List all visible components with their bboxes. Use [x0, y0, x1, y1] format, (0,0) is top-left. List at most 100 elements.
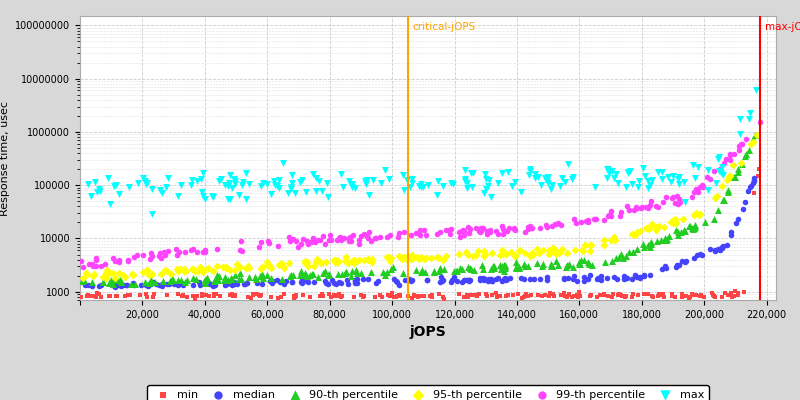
- 95-th percentile: [196, 267, 209, 273]
- 99-th percentile: [146, 252, 158, 259]
- X-axis label: jOPS: jOPS: [410, 325, 446, 339]
- 90-th percentile: [467, 267, 480, 273]
- median: [121, 282, 134, 288]
- 95-th percentile: [626, 231, 638, 237]
- 90-th percentile: [519, 263, 532, 270]
- max: [162, 175, 174, 181]
- 99-th percentile: [634, 205, 647, 212]
- 95-th percentile: [142, 271, 155, 278]
- max: [277, 160, 290, 166]
- min: [176, 293, 189, 299]
- min: [470, 292, 483, 299]
- median: [445, 279, 458, 285]
- min: [558, 292, 571, 299]
- 95-th percentile: [561, 250, 574, 256]
- 95-th percentile: [646, 221, 658, 227]
- 90-th percentile: [365, 269, 378, 275]
- max: [102, 175, 115, 181]
- max: [542, 174, 554, 181]
- max: [346, 184, 358, 190]
- max: [734, 115, 746, 122]
- min: [490, 294, 503, 300]
- 99-th percentile: [739, 136, 752, 142]
- median: [228, 279, 241, 285]
- 99-th percentile: [365, 238, 378, 244]
- 95-th percentile: [532, 250, 545, 256]
- median: [86, 283, 98, 289]
- min: [242, 294, 254, 300]
- max: [458, 167, 471, 173]
- 90-th percentile: [707, 216, 720, 222]
- 95-th percentile: [385, 255, 398, 262]
- 95-th percentile: [137, 269, 150, 275]
- 95-th percentile: [402, 254, 415, 260]
- median: [618, 273, 630, 280]
- min: [655, 292, 668, 298]
- 95-th percentile: [146, 271, 158, 278]
- 95-th percentile: [154, 271, 167, 278]
- 95-th percentile: [393, 253, 406, 259]
- 90-th percentile: [689, 222, 702, 228]
- 99-th percentile: [398, 228, 410, 235]
- median: [638, 273, 650, 280]
- 90-th percentile: [254, 272, 266, 279]
- 95-th percentile: [314, 258, 326, 265]
- 99-th percentile: [347, 232, 360, 238]
- 99-th percentile: [588, 216, 601, 222]
- 99-th percentile: [605, 212, 618, 219]
- median: [168, 281, 181, 287]
- 99-th percentile: [334, 234, 346, 240]
- 95-th percentile: [577, 248, 590, 254]
- median: [341, 277, 354, 284]
- median: [590, 276, 603, 283]
- max: [112, 191, 125, 197]
- 95-th percentile: [407, 254, 420, 261]
- 99-th percentile: [325, 237, 338, 243]
- median: [582, 276, 594, 282]
- 95-th percentile: [551, 248, 564, 255]
- min: [228, 293, 241, 299]
- 99-th percentile: [294, 241, 307, 248]
- min: [567, 292, 580, 299]
- 90-th percentile: [631, 246, 644, 252]
- min: [632, 292, 645, 298]
- min: [354, 292, 367, 298]
- min: [347, 293, 360, 300]
- 90-th percentile: [354, 269, 367, 276]
- median: [478, 277, 490, 283]
- 95-th percentile: [723, 173, 736, 179]
- 99-th percentile: [170, 246, 182, 252]
- max: [631, 184, 644, 190]
- 90-th percentile: [578, 257, 590, 264]
- max: [637, 165, 650, 171]
- min: [229, 292, 242, 298]
- 95-th percentile: [109, 274, 122, 281]
- 99-th percentile: [190, 248, 203, 255]
- 90-th percentile: [201, 275, 214, 282]
- min: [110, 293, 122, 299]
- 90-th percentile: [166, 277, 179, 284]
- 95-th percentile: [452, 251, 465, 257]
- 99-th percentile: [352, 237, 365, 244]
- 95-th percentile: [188, 267, 201, 273]
- min: [102, 293, 115, 300]
- 95-th percentile: [513, 248, 526, 254]
- min: [214, 293, 226, 300]
- 90-th percentile: [306, 270, 318, 277]
- min: [91, 291, 104, 297]
- max: [197, 170, 210, 176]
- min: [583, 293, 596, 300]
- 99-th percentile: [732, 143, 745, 150]
- max: [403, 184, 416, 190]
- 95-th percentile: [546, 245, 559, 252]
- min: [226, 291, 238, 297]
- max: [218, 181, 231, 188]
- min: [177, 293, 190, 299]
- 99-th percentile: [338, 235, 350, 241]
- max: [299, 188, 312, 195]
- median: [540, 274, 553, 280]
- max: [194, 176, 207, 182]
- 99-th percentile: [144, 256, 157, 262]
- 95-th percentile: [171, 266, 184, 272]
- 90-th percentile: [255, 271, 268, 277]
